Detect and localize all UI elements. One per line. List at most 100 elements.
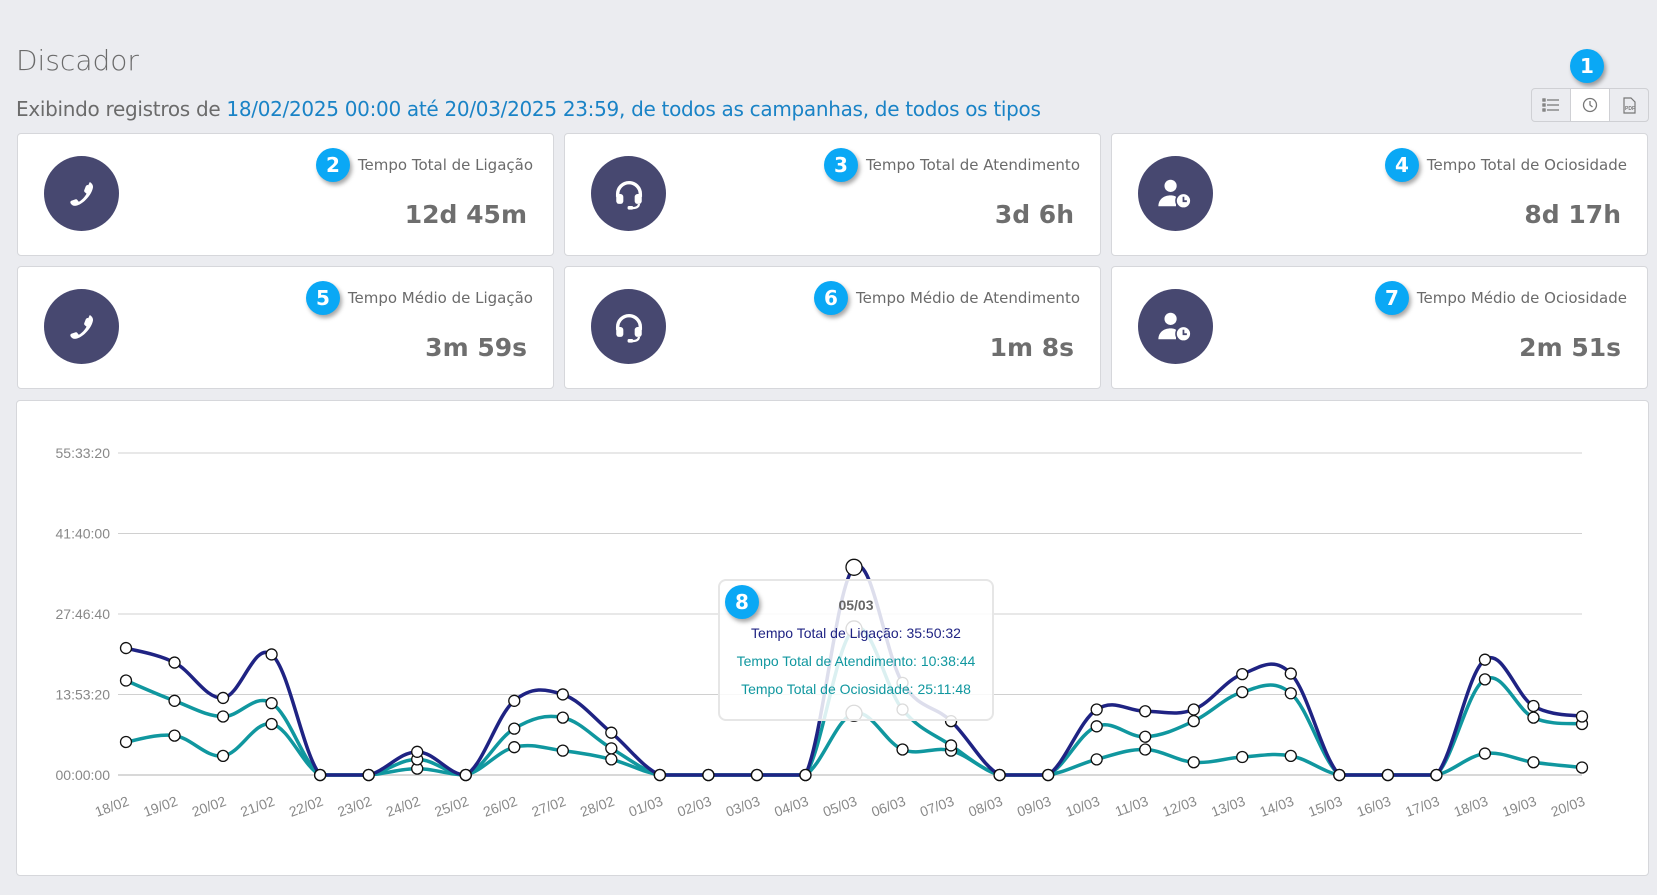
chart-tooltip: 05/03 Tempo Total de Ligação: 35:50:32 T…: [718, 579, 994, 721]
data-point[interactable]: [508, 694, 521, 707]
pdf-export-button[interactable]: PDF: [1610, 89, 1648, 121]
data-point[interactable]: [216, 710, 230, 723]
y-tick-label: 00:00:00: [56, 767, 111, 783]
data-point[interactable]: [1333, 768, 1346, 782]
x-tick-label: 01/03: [626, 793, 665, 820]
data-point[interactable]: [168, 656, 181, 669]
x-tick-label: 07/03: [918, 793, 957, 820]
data-point[interactable]: [653, 768, 667, 782]
data-point[interactable]: [1090, 720, 1103, 733]
x-tick-label: 18/03: [1452, 793, 1491, 820]
data-point[interactable]: [605, 726, 618, 739]
data-point[interactable]: [556, 711, 569, 724]
data-point[interactable]: [1284, 687, 1297, 700]
data-point[interactable]: [556, 688, 569, 701]
filter-summary: Exibindo registros de 18/02/2025 00:00 a…: [16, 97, 1041, 121]
data-point[interactable]: [1478, 747, 1492, 760]
stat-label: Tempo Total de Atendimento: [866, 156, 1080, 174]
data-point[interactable]: [1575, 761, 1589, 774]
annotation-badge: 6: [814, 281, 848, 315]
data-point[interactable]: [1090, 703, 1103, 716]
data-point[interactable]: [1236, 685, 1249, 699]
data-point[interactable]: [1187, 714, 1200, 728]
data-point[interactable]: [1187, 703, 1200, 716]
x-tick-label: 27/02: [529, 793, 568, 820]
y-tick-label: 55:33:20: [56, 445, 111, 461]
data-point[interactable]: [362, 768, 375, 782]
data-point[interactable]: [750, 768, 764, 782]
history-view-button[interactable]: [1571, 89, 1610, 121]
x-tick-label: 12/03: [1160, 793, 1199, 820]
y-tick-label: 41:40:00: [56, 526, 111, 542]
data-point[interactable]: [1527, 756, 1540, 769]
x-tick-label: 09/03: [1015, 793, 1054, 820]
date-range-link[interactable]: 18/02/2025 00:00 até 20/03/2025 23:59: [226, 97, 619, 121]
data-point[interactable]: [702, 768, 715, 782]
data-point[interactable]: [1284, 667, 1297, 680]
view-toolbar: PDF: [1531, 88, 1649, 122]
data-point[interactable]: [1478, 653, 1492, 666]
clock-icon: [1582, 97, 1598, 113]
headset-icon: [591, 289, 666, 364]
data-point[interactable]: [1187, 756, 1200, 769]
data-point[interactable]: [1284, 749, 1297, 763]
campaigns-link[interactable]: , de todos as campanhas: [618, 97, 863, 121]
data-point[interactable]: [216, 691, 230, 705]
data-point[interactable]: [508, 722, 521, 735]
data-point[interactable]: [1527, 699, 1540, 713]
annotation-badge: 2: [316, 148, 350, 182]
data-point[interactable]: [1041, 768, 1055, 782]
data-point[interactable]: [265, 696, 278, 710]
list-view-button[interactable]: [1532, 89, 1571, 121]
data-point[interactable]: [313, 768, 327, 782]
data-point[interactable]: [216, 749, 230, 763]
data-point[interactable]: [605, 742, 618, 755]
x-tick-label: 19/02: [141, 793, 180, 820]
user-clock-icon: [1138, 289, 1213, 364]
annotation-badge: 7: [1375, 281, 1409, 315]
data-point[interactable]: [799, 768, 812, 782]
data-point[interactable]: [1236, 750, 1249, 764]
x-tick-label: 25/02: [432, 793, 471, 820]
data-point[interactable]: [1139, 705, 1152, 718]
data-point[interactable]: [1575, 710, 1589, 723]
data-point[interactable]: [411, 745, 424, 758]
data-point[interactable]: [1139, 743, 1152, 756]
data-point[interactable]: [1139, 730, 1152, 743]
x-tick-label: 19/03: [1500, 793, 1539, 820]
data-point[interactable]: [1430, 768, 1443, 782]
data-point[interactable]: [1090, 753, 1103, 766]
x-tick-label: 20/03: [1549, 793, 1588, 820]
data-point[interactable]: [508, 741, 521, 754]
data-point[interactable]: [944, 739, 958, 752]
tooltip-ligacao: Tempo Total de Ligação: 35:50:32: [751, 625, 961, 641]
data-point[interactable]: [459, 768, 472, 782]
data-point[interactable]: [119, 674, 133, 687]
data-point[interactable]: [605, 753, 618, 766]
types-link[interactable]: , de todos os tipos: [862, 97, 1041, 121]
page-title: Discador: [16, 44, 139, 77]
annotation-badge: 5: [306, 281, 340, 315]
data-point[interactable]: [1527, 711, 1540, 724]
data-point[interactable]: [1236, 668, 1249, 681]
data-point[interactable]: [1381, 768, 1395, 782]
data-point[interactable]: [119, 641, 133, 655]
data-point[interactable]: [168, 694, 181, 707]
data-point[interactable]: [119, 735, 133, 749]
stat-card: Tempo Médio de Ociosidade 2m 51s 7: [1111, 266, 1648, 389]
data-point[interactable]: [1478, 673, 1492, 686]
headset-icon: [591, 156, 666, 231]
x-tick-label: 21/02: [238, 793, 277, 820]
data-point[interactable]: [993, 768, 1006, 782]
y-tick-label: 27:46:40: [56, 606, 111, 622]
stat-label: Tempo Total de Ligação: [357, 156, 533, 174]
data-point[interactable]: [896, 743, 909, 756]
data-point[interactable]: [168, 729, 181, 742]
data-point[interactable]: [845, 558, 863, 576]
stat-value: 12d 45m: [404, 200, 527, 229]
data-point[interactable]: [265, 717, 278, 731]
x-tick-label: 18/02: [93, 793, 132, 820]
x-tick-label: 05/03: [821, 793, 860, 820]
data-point[interactable]: [556, 744, 569, 757]
data-point[interactable]: [265, 648, 278, 661]
